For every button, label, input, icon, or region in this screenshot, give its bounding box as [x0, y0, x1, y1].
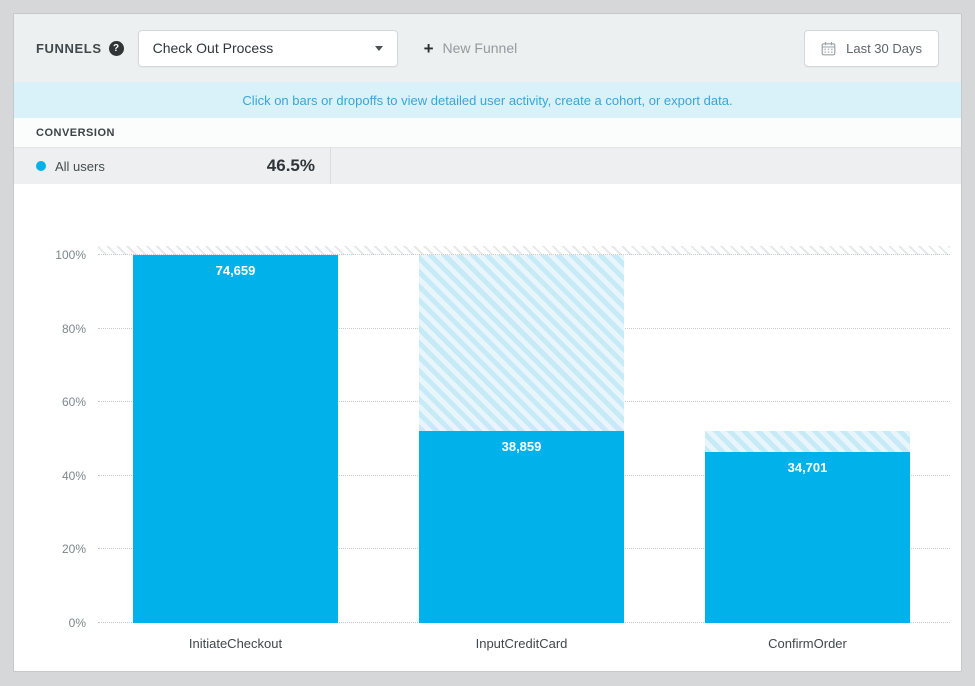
dropoff-region[interactable]	[705, 431, 910, 452]
conversion-section-header: CONVERSION	[14, 118, 961, 148]
series-color-dot	[36, 161, 46, 171]
funnel-step-slot: 74,659	[133, 255, 338, 623]
funnel-select-dropdown[interactable]: Check Out Process	[137, 29, 398, 67]
x-axis-label: ConfirmOrder	[768, 636, 847, 651]
funnels-panel: FUNNELS ? Check Out Process + New Funnel	[13, 13, 962, 672]
funnel-bar[interactable]: 74,659	[133, 255, 338, 623]
y-tick-label: 80%	[61, 321, 86, 336]
y-tick-label: 40%	[61, 468, 86, 483]
date-range-label: Last 30 Days	[846, 40, 922, 56]
funnel-bar[interactable]: 34,701	[705, 451, 910, 623]
chevron-down-icon	[374, 45, 383, 51]
funnel-step-slot: 34,701	[705, 255, 910, 623]
bar-value-label: 34,701	[787, 459, 828, 475]
info-banner-text: Click on bars or dropoffs to view detail…	[242, 92, 733, 108]
y-tick-label: 0%	[68, 616, 86, 630]
page-title: FUNNELS	[36, 40, 102, 56]
series-row-divider	[330, 148, 331, 184]
funnel-step-slot: 38,859	[419, 255, 624, 623]
y-tick-label: 60%	[61, 395, 86, 410]
dropoff-region[interactable]	[419, 255, 624, 432]
funnel-bar[interactable]: 38,859	[419, 431, 624, 623]
series-label: All users	[55, 158, 105, 174]
new-funnel-button[interactable]: + New Funnel	[424, 40, 518, 57]
overflow-hatch-band	[98, 246, 950, 255]
conversion-section-label: CONVERSION	[36, 126, 115, 139]
date-range-button[interactable]: Last 30 Days	[804, 29, 939, 67]
x-axis-label: InputCreditCard	[475, 636, 568, 651]
bar-value-label: 74,659	[215, 263, 256, 278]
series-row-all-users[interactable]: All users 46.5%	[14, 148, 961, 184]
info-banner: Click on bars or dropoffs to view detail…	[14, 82, 961, 118]
gridline: 100%	[55, 248, 950, 262]
toolbar: FUNNELS ? Check Out Process + New Funnel	[14, 14, 961, 82]
calendar-icon	[821, 41, 836, 56]
x-axis-label: InitiateCheckout	[188, 636, 283, 651]
funnel-plot: 0% 20% 40% 60% 80% 100% 74,659 38,859 34,701	[55, 246, 950, 630]
funnel-chart: 0% 20% 40% 60% 80% 100% 74,659 38,859 34,701 Ini…	[14, 246, 961, 671]
help-icon[interactable]: ?	[108, 40, 124, 56]
x-axis-labels: InitiateCheckout InputCreditCard ConfirmOr…	[98, 623, 961, 663]
funnel-select-value: Check Out Process	[152, 40, 274, 56]
y-tick-label: 20%	[61, 542, 86, 557]
conversion-rate-value: 46.5%	[266, 156, 315, 175]
bar-value-label: 38,859	[501, 439, 542, 455]
new-funnel-label: New Funnel	[442, 40, 518, 56]
plus-icon: +	[423, 38, 434, 58]
y-tick-label: 100%	[55, 248, 86, 262]
